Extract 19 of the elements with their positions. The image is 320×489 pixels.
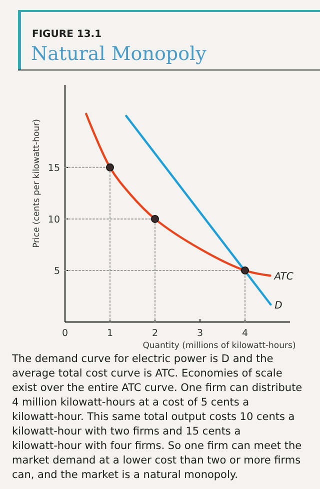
x-tick-label: 1 xyxy=(106,328,114,339)
x-tick-label: 3 xyxy=(196,328,204,339)
series-label: ATC xyxy=(273,272,294,283)
y-tick-label: 5 xyxy=(54,266,60,277)
line-series xyxy=(85,112,272,277)
y-tick-label: 10 xyxy=(48,214,60,226)
x-axis-title: Quantity (millions of kilowatt-hours) xyxy=(142,341,296,351)
chart-subtitle: FIGURE 13.1 xyxy=(32,29,102,40)
point xyxy=(151,214,159,223)
series-label: D xyxy=(274,300,283,312)
x-tick-label: 0 xyxy=(62,328,68,339)
x-tick-label: 2 xyxy=(152,328,158,339)
point xyxy=(106,163,114,172)
y-axis-title: Price (cents per kilowatt-hour) xyxy=(32,119,42,248)
x-tick-label: 4 xyxy=(242,328,248,339)
y-tick-label: 15 xyxy=(48,162,60,174)
text: The demand curve for electric power is D and the average total cost curve is ATC. Economies of scale exist over the entire ATC curve. One firm can distribute 4 million kilowatt-hours at a cost of 5 cents a kilowatt-hour. This same total output costs 10 cents a kilowatt-hour with two firms and 15 cents a kilowatt-hour with four firms. So one firm can meet the market demand at a lower cost than two or more firms can, and the market is a natural monopoly. xyxy=(12,353,302,481)
chart-title: Natural Monopoly xyxy=(31,43,207,65)
point xyxy=(241,266,249,274)
